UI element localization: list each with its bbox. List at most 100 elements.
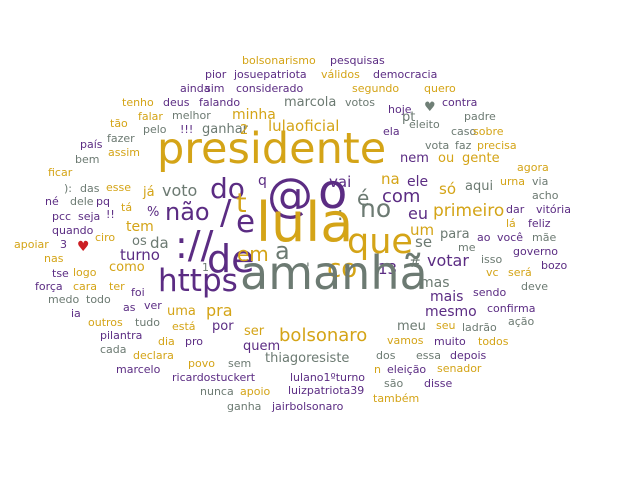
word-luizpatriota39: luizpatriota39 [288,384,365,397]
word-tambem: também [373,392,420,405]
word-pro: pro [185,335,203,348]
word-meu: meu [397,319,426,334]
word-pior: pior [205,68,227,81]
word-n: n [374,363,381,376]
word-presidente: presidente [157,124,387,174]
word-assim: assim [108,146,140,159]
word-ja: já [143,185,155,200]
word-seja: seja [78,210,101,223]
word-melhor: melhor [172,109,211,122]
word-se: se [415,233,433,251]
word-povo: povo [188,357,215,370]
word-pra: pra [206,301,233,320]
word-marcelo: marcelo [116,363,161,376]
word-isso: isso [481,253,503,266]
word-lula: lula [256,191,354,254]
word-voce: você [497,231,524,244]
word-mais: mais [430,289,464,305]
word-la: lá [506,217,516,230]
word-bem: bem [75,153,100,166]
word-precisa: precisa [477,139,517,152]
word-https: https [158,263,238,299]
word-pais: país [80,138,103,151]
word-quem: quem [243,339,281,354]
word-nao: não [165,198,210,226]
word-deus: deus [163,96,190,109]
word-agora: agora [517,161,549,174]
word-symbol-77: @ [267,168,313,222]
word-e: é [357,186,370,210]
word-ficar: ficar [48,166,73,179]
word-uma: uma [167,304,196,319]
word-symbol-95: :// [175,223,214,267]
word-senador: senador [437,362,482,375]
word-falar: falar [138,110,163,123]
word-josuepatriota: josuepatriota [234,68,307,81]
word-me: me [458,241,476,254]
word-sao: são [384,377,404,390]
word-e: e [236,204,256,240]
word-hoje: hoje [388,103,412,116]
word-por: por [212,319,234,334]
word-nunca: nunca [200,385,234,398]
word-faz: faz [455,139,472,152]
word-urna: urna [500,175,526,188]
word-pelo: pelo [143,123,167,136]
word-ter: ter [109,280,125,293]
word-que: que [347,222,413,262]
word-feliz: feliz [528,217,551,230]
word-declara: declara [133,349,174,362]
word-na: na [381,170,400,188]
word-lulano1-turno: lulano1ºturno [290,371,366,384]
word-via: via [532,175,549,188]
word-seu: seu [436,319,456,332]
word-apoio: apoio [240,385,271,398]
word-caso: caso [451,125,477,138]
word-forca: força [35,280,63,293]
word-tenho: tenho [122,96,154,109]
word-pq: pq [96,195,110,208]
word-vamos: vamos [387,334,424,347]
word-todo: todo [86,293,111,306]
word-q: q [258,173,267,189]
word-lulaoficial: lulaoficial [268,117,340,135]
word-de: de [207,237,255,281]
word-mesmo: mesmo [425,304,477,320]
word-esta: está [172,320,196,333]
word-apoiar: apoiar [14,238,49,251]
word-symbol-28: !!! [180,123,194,136]
word-validos: válidos [321,68,360,81]
word-1: 1 [202,261,209,274]
word-da: da [150,234,169,252]
word-depois: depois [450,349,487,362]
word-bozo: bozo [541,259,568,272]
word-eleito: eleito [409,118,440,131]
word-confirma: confirma [487,302,536,315]
word-ganhar: ganhar [202,122,249,137]
word-2: 2 [240,123,249,138]
word-vota: vota [425,139,450,152]
word-nas: nas [44,252,64,265]
heart-icon-gray: ♥ [424,100,436,115]
word-symbol-76: / [220,193,232,233]
word-contra: contra [442,96,478,109]
word-das: das [80,182,100,195]
word-co: co [327,254,358,284]
word-do: do [210,172,245,205]
word-3: 3 [60,238,67,251]
word-dar: dar [506,203,525,216]
word-ganha: ganha [227,400,262,413]
word-governo: governo [513,245,559,258]
word-sendo: sendo [473,286,507,299]
word-sem: sem [228,357,252,370]
word-ver: ver [144,299,162,312]
word-sera: será [508,266,532,279]
word-gente: gente [462,151,500,166]
word-ia: ia [71,307,81,320]
word-um: um [410,221,435,239]
word-eu: eu [408,204,428,223]
word-voto: voto [162,181,198,200]
word-medo: medo [48,293,80,306]
word-padre: padre [464,110,496,123]
word-quero: quero [424,82,456,95]
